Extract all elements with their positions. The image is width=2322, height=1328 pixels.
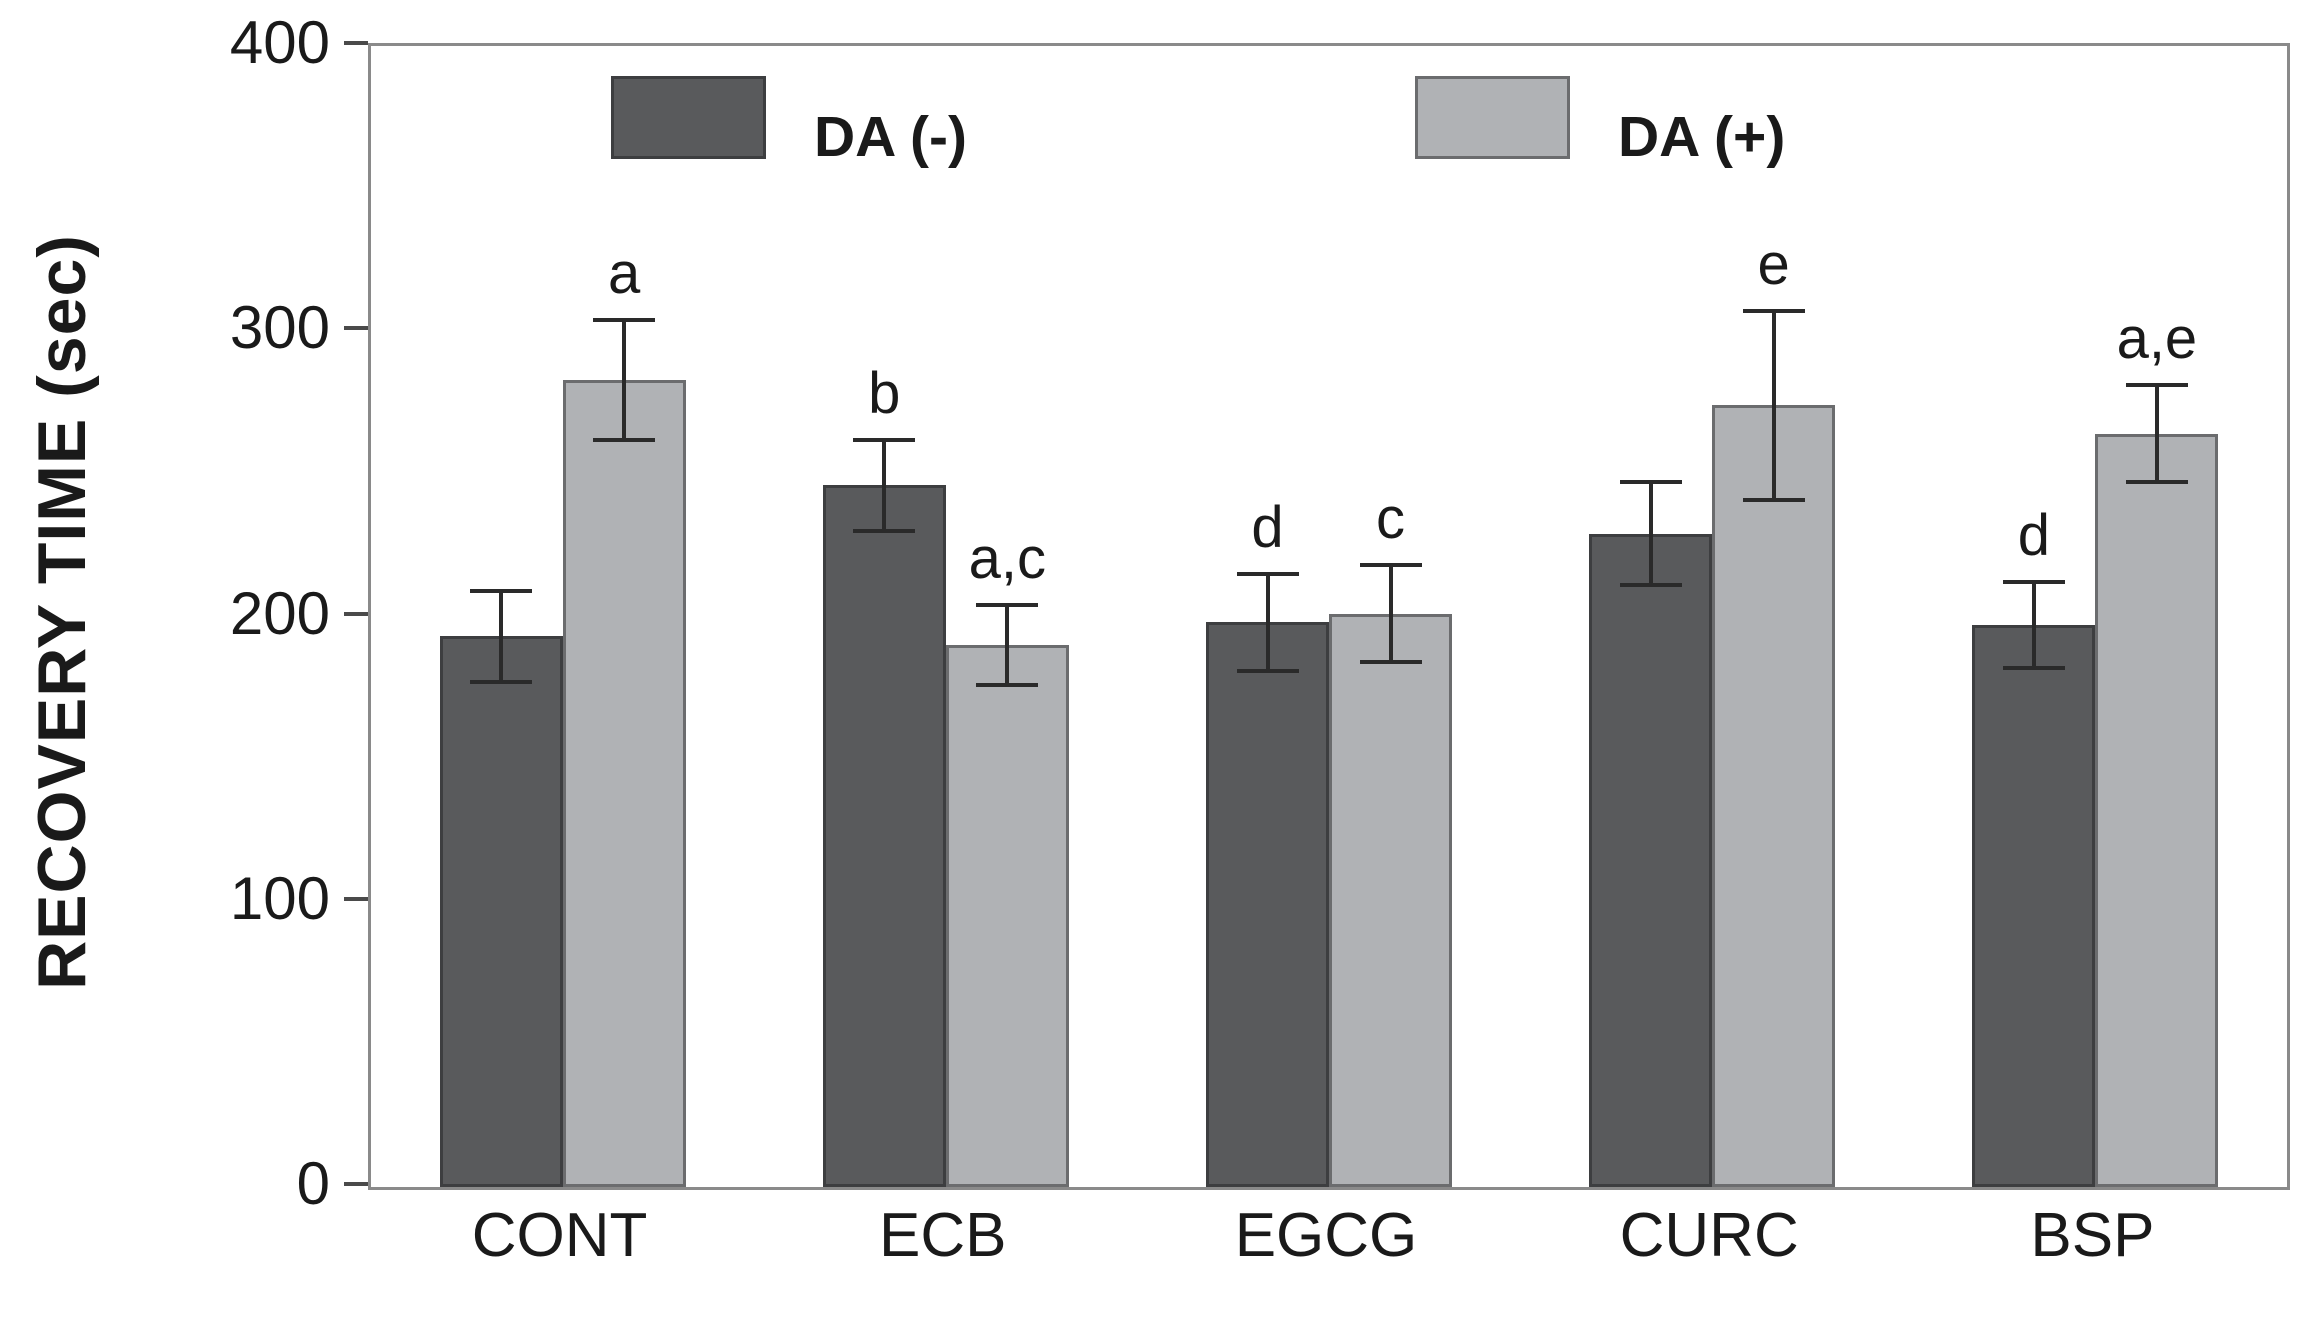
- bar-cont-da-minus: [439, 636, 563, 1187]
- error-bar-cap-bottom: [976, 682, 1039, 687]
- legend-swatch-da-minus: [611, 76, 766, 159]
- y-tick-label-100: 100: [229, 864, 330, 932]
- legend-label-da-minus: DA (-): [814, 105, 967, 169]
- sig-letter-ecb-da-minus: b: [868, 360, 901, 426]
- x-category-label-egcg: EGCG: [1234, 1201, 1418, 1270]
- sig-letter-ecb-da-plus: a,c: [968, 526, 1046, 592]
- y-tick-label-0: 0: [296, 1150, 330, 1217]
- bar-cont-da-plus: [562, 379, 686, 1187]
- bar-egcg-da-plus: [1329, 613, 1452, 1187]
- sig-letter-egcg-da-plus: c: [1376, 486, 1405, 552]
- sig-letter-curc-da-plus: e: [1757, 232, 1790, 298]
- bar-curc-da-minus: [1589, 533, 1713, 1187]
- y-tick-label-300: 300: [229, 294, 330, 362]
- error-bar-cap-bottom: [1359, 660, 1422, 665]
- y-tick-mark-100: [344, 896, 368, 901]
- sig-letter-bsp-da-plus: a,e: [2116, 306, 2198, 372]
- error-bar-cap-bottom: [593, 437, 656, 442]
- error-bar-line: [1005, 605, 1010, 685]
- sig-letter-bsp-da-minus: d: [2017, 503, 2051, 569]
- legend-label-da-plus: DA (+): [1618, 105, 1786, 169]
- y-tick-mark-0: [344, 1182, 368, 1186]
- plot-area: DA (-) DA (+) a b a,c d c e d a,e: [368, 43, 2290, 1190]
- error-bar-cap-bottom: [1619, 583, 1682, 588]
- error-bar-cap-top: [1236, 571, 1299, 576]
- error-bar-cap-top: [1359, 563, 1422, 568]
- x-category-label-bsp: BSP: [2030, 1201, 2155, 1270]
- legend-item-da-minus: DA (-): [611, 76, 967, 169]
- error-bar-line: [1771, 311, 1776, 500]
- error-bar-line: [1648, 482, 1653, 586]
- error-bar-cap-bottom: [2002, 665, 2065, 670]
- legend-swatch-da-plus: [1415, 76, 1570, 159]
- error-bar-cap-top: [470, 588, 533, 593]
- y-tick-mark-300: [344, 326, 368, 331]
- error-bar-cap-top: [2002, 580, 2065, 585]
- y-tick-mark-400: [344, 41, 368, 45]
- bar-bsp-da-minus: [1972, 625, 2096, 1187]
- error-bar-cap-bottom: [470, 680, 533, 685]
- error-bar-cap-top: [1742, 309, 1805, 314]
- error-bar-line: [882, 439, 887, 531]
- sig-letter-egcg-da-minus: d: [1251, 494, 1284, 560]
- error-bar-cap-top: [853, 437, 916, 442]
- error-bar-line: [499, 590, 504, 683]
- error-bar-cap-bottom: [2125, 480, 2188, 485]
- error-bar-line: [2031, 582, 2036, 668]
- x-category-label-curc: CURC: [1619, 1201, 1799, 1270]
- legend-item-da-plus: DA (+): [1415, 76, 1785, 169]
- error-bar-cap-top: [593, 317, 656, 322]
- error-bar-cap-top: [976, 603, 1039, 608]
- y-tick-label-200: 200: [229, 579, 330, 647]
- bar-curc-da-plus: [1712, 405, 1836, 1187]
- error-bar-line: [1388, 565, 1393, 663]
- error-bar-cap-bottom: [1742, 497, 1805, 502]
- error-bar-cap-bottom: [1236, 668, 1299, 673]
- error-bar-line: [2154, 385, 2159, 483]
- error-bar-line: [1265, 573, 1270, 671]
- sig-letter-cont-da-plus: a: [607, 240, 641, 306]
- error-bar-cap-top: [2125, 383, 2188, 388]
- error-bar-cap-bottom: [853, 528, 916, 533]
- y-tick-label-400: 400: [229, 9, 330, 76]
- x-category-label-ecb: ECB: [879, 1201, 1007, 1270]
- bar-ecb-da-minus: [822, 485, 946, 1187]
- bar-bsp-da-plus: [2095, 433, 2219, 1187]
- y-tick-mark-200: [344, 611, 368, 616]
- error-bar-cap-top: [1619, 480, 1682, 485]
- bar-egcg-da-minus: [1206, 622, 1329, 1187]
- x-category-label-cont: CONT: [471, 1201, 648, 1270]
- bar-ecb-da-plus: [945, 645, 1069, 1187]
- error-bar-line: [622, 319, 627, 440]
